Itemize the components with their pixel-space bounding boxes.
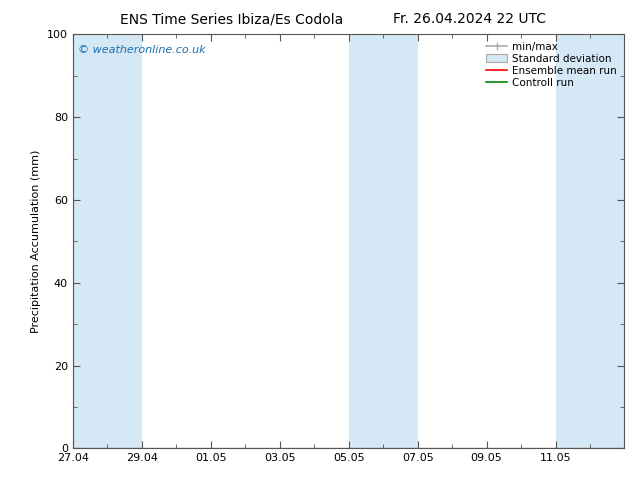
Bar — [107, 34, 142, 448]
Bar — [383, 34, 418, 448]
Y-axis label: Precipitation Accumulation (mm): Precipitation Accumulation (mm) — [32, 149, 41, 333]
Bar — [349, 34, 383, 448]
Bar — [590, 34, 624, 448]
Legend: min/max, Standard deviation, Ensemble mean run, Controll run: min/max, Standard deviation, Ensemble me… — [484, 40, 619, 90]
Bar — [73, 34, 107, 448]
Text: © weatheronline.co.uk: © weatheronline.co.uk — [79, 45, 206, 55]
Text: Fr. 26.04.2024 22 UTC: Fr. 26.04.2024 22 UTC — [392, 12, 546, 26]
Text: ENS Time Series Ibiza/Es Codola: ENS Time Series Ibiza/Es Codola — [120, 12, 343, 26]
Bar — [555, 34, 590, 448]
